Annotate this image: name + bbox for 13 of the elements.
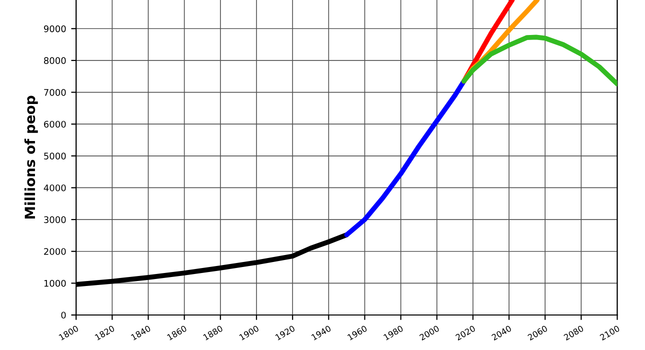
y-axis-title: Millions of peop xyxy=(24,96,38,219)
y-tick-label: 3000 xyxy=(44,216,66,224)
y-tick-label: 5000 xyxy=(44,152,66,160)
y-tick-label: 7000 xyxy=(44,89,66,96)
y-tick-label: 6000 xyxy=(44,120,66,128)
y-tick-label: 0 xyxy=(61,312,66,319)
line-series xyxy=(344,78,466,238)
y-tick-label: 1000 xyxy=(44,280,66,287)
y-tick-label: 9000 xyxy=(44,25,66,32)
y-tick-label: 4000 xyxy=(44,184,66,192)
line-series xyxy=(462,34,618,86)
y-tick-label: 2000 xyxy=(44,248,66,255)
y-tick-label: 8000 xyxy=(44,57,66,64)
